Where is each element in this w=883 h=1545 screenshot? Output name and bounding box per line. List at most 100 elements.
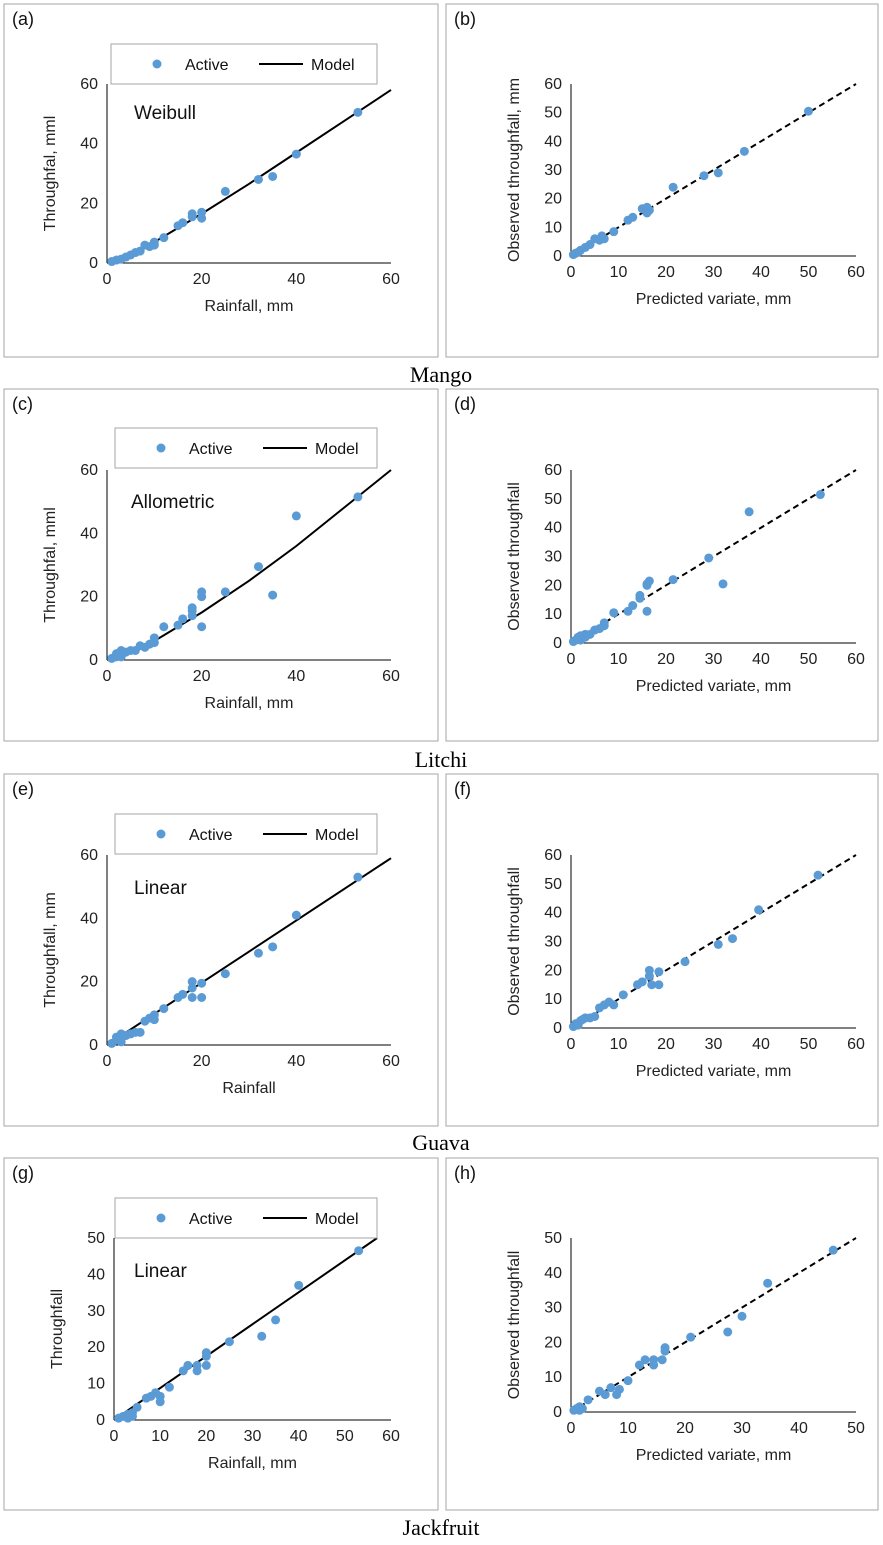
- one-to-one-line: [570, 83, 857, 257]
- data-point: [149, 633, 159, 643]
- x-tick-label: 10: [151, 1428, 169, 1445]
- y-tick-label: 30: [544, 934, 562, 951]
- legend-label-model: Model: [315, 441, 359, 458]
- y-tick-label: 0: [553, 248, 562, 265]
- panel-frame: [445, 1157, 879, 1511]
- data-point: [600, 1390, 610, 1400]
- data-point: [644, 205, 654, 215]
- y-tick-label: 30: [87, 1303, 105, 1320]
- data-point: [220, 587, 230, 597]
- y-tick-label: 50: [544, 491, 562, 508]
- data-point: [197, 213, 207, 223]
- panel-frame: [3, 773, 439, 1127]
- chart-panel: (f) 0 10 20 30 40 50 60 0 10 20 30 40 50 60 Predicted v…: [445, 773, 879, 1127]
- data-point: [699, 171, 709, 181]
- panel-frame: [3, 1157, 439, 1511]
- panel-frame: [445, 388, 879, 742]
- y-tick-label: 60: [544, 462, 562, 479]
- data-point: [640, 1355, 650, 1365]
- data-point: [197, 587, 207, 597]
- x-tick-label: 60: [382, 1053, 400, 1070]
- data-point: [187, 212, 197, 222]
- x-tick-label: 30: [705, 651, 723, 668]
- model-name-label: Linear: [134, 878, 187, 899]
- one-to-one-line: [570, 1237, 857, 1413]
- legend-label-model: Model: [315, 1211, 359, 1228]
- data-point: [164, 1382, 174, 1392]
- legend: Active Model: [114, 1197, 378, 1239]
- data-point: [654, 967, 664, 977]
- y-tick-label: 0: [89, 1037, 98, 1054]
- model-name-label: Weibull: [134, 103, 196, 124]
- x-tick-label: 0: [103, 271, 112, 288]
- data-point: [718, 579, 728, 589]
- x-tick-label: 30: [244, 1428, 262, 1445]
- y-tick-label: 40: [87, 1266, 105, 1283]
- x-tick-label: 20: [657, 264, 675, 281]
- data-point: [739, 146, 749, 156]
- y-tick-label: 60: [544, 847, 562, 864]
- y-tick-label: 50: [87, 1230, 105, 1247]
- x-tick-label: 40: [287, 271, 305, 288]
- data-point: [187, 983, 197, 993]
- y-tick-label: 40: [80, 525, 98, 542]
- panel-frame: [445, 3, 879, 358]
- panel-frame: [445, 773, 879, 1127]
- legend-label-model: Model: [311, 57, 355, 74]
- panel-letter: (h): [454, 1163, 476, 1183]
- y-tick-label: 10: [544, 606, 562, 623]
- x-tick-label: 0: [103, 1053, 112, 1070]
- data-point: [668, 575, 678, 585]
- data-point: [197, 978, 207, 988]
- x-tick-label: 50: [800, 264, 818, 281]
- x-tick-label: 50: [847, 1420, 865, 1437]
- caption-litchi: Litchi: [415, 747, 468, 772]
- data-point: [635, 590, 645, 600]
- y-tick-label: 50: [544, 876, 562, 893]
- chart-panel: (b) 0 10 20 30 40 50 60 0 10 20 30 40 50 60 Predicted v…: [445, 3, 879, 358]
- y-tick-label: 50: [544, 1230, 562, 1247]
- x-tick-label: 20: [197, 1428, 215, 1445]
- x-tick-label: 40: [290, 1428, 308, 1445]
- data-point: [599, 234, 609, 244]
- data-point: [828, 1245, 838, 1255]
- y-tick-label: 60: [80, 847, 98, 864]
- data-point: [713, 168, 723, 178]
- data-point: [609, 1000, 619, 1010]
- legend-label-active: Active: [189, 441, 233, 458]
- x-tick-label: 60: [847, 264, 865, 281]
- x-tick-label: 30: [733, 1420, 751, 1437]
- x-tick-label: 0: [567, 264, 576, 281]
- data-point: [737, 1311, 747, 1321]
- x-tick-label: 0: [110, 1428, 119, 1445]
- data-point: [813, 870, 823, 880]
- data-point: [754, 905, 764, 915]
- x-tick-label: 20: [193, 271, 211, 288]
- x-tick-label: 30: [705, 1036, 723, 1053]
- data-point: [187, 603, 197, 613]
- data-point: [178, 218, 188, 228]
- y-tick-label: 20: [544, 191, 562, 208]
- legend-point-marker: [156, 443, 166, 453]
- y-tick-label: 20: [544, 1334, 562, 1351]
- data-point: [686, 1332, 696, 1342]
- data-point: [623, 1376, 633, 1386]
- data-point: [599, 618, 609, 628]
- panel-letter: (c): [12, 394, 33, 414]
- data-point: [178, 614, 188, 624]
- data-point: [642, 606, 652, 616]
- chart-panels: (a) 0 20 40 60 0 20 40 60 Rainfall, mm Throughfal,…: [3, 3, 879, 1511]
- x-tick-label: 20: [193, 1053, 211, 1070]
- x-tick-label: 0: [567, 651, 576, 668]
- y-tick-label: 20: [80, 589, 98, 606]
- data-point: [197, 622, 207, 632]
- data-point: [159, 233, 169, 243]
- data-point: [192, 1360, 202, 1370]
- y-tick-label: 0: [96, 1412, 105, 1429]
- chart-panel: (d) 0 10 20 30 40 50 60 0 10 20 30 40 50 60 Predicted v…: [445, 388, 879, 742]
- legend: Active Model: [114, 427, 378, 469]
- y-tick-label: 60: [544, 76, 562, 93]
- y-tick-label: 20: [544, 962, 562, 979]
- x-tick-label: 10: [610, 1036, 628, 1053]
- y-axis-label: Observed throughfall: [506, 1251, 523, 1400]
